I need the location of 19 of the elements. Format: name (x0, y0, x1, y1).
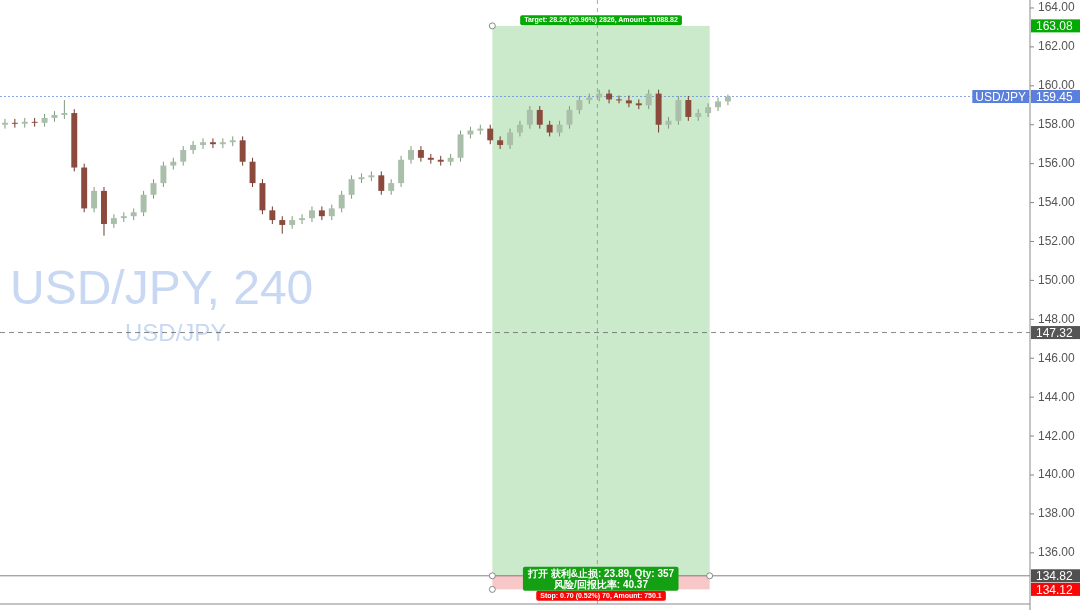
y-tick-label: 154.00 (1038, 195, 1076, 210)
annotation: 打开 获利&止损: 23.89, Qty: 357 风险/回报比率: 40.37 (522, 566, 679, 591)
y-tick-label: 144.00 (1038, 389, 1076, 404)
y-tick-label: 162.00 (1038, 39, 1076, 54)
y-tick-label: 152.00 (1038, 233, 1076, 248)
y-tick-label: 164.00 (1038, 0, 1076, 15)
y-tick-label: 136.00 (1038, 545, 1076, 560)
y-tick-label: 150.00 (1038, 272, 1076, 287)
y-tick-label: 147.32 (1036, 325, 1074, 340)
y-tick-label: 142.00 (1038, 428, 1076, 443)
y-tick-label: 146.00 (1038, 350, 1076, 365)
y-tick-label: 148.00 (1038, 311, 1076, 326)
y-tick-label: 138.00 (1038, 506, 1076, 521)
y-tick-label: 163.08 (1036, 19, 1074, 34)
y-tick-label: 134.12 (1036, 582, 1074, 597)
y-tick-label: 158.00 (1038, 117, 1076, 132)
y-tick-label: 140.00 (1038, 467, 1076, 482)
y-tick-label: 156.00 (1038, 156, 1076, 171)
y-tick-label: 134.82 (1036, 569, 1074, 584)
